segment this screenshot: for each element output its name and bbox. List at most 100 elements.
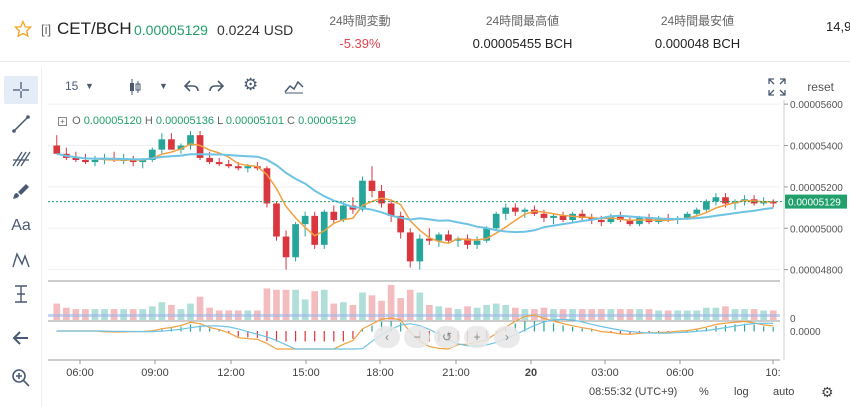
volume-bar (750, 309, 758, 320)
macd-bar (237, 331, 239, 337)
volume-bar (416, 292, 424, 320)
measure-tool[interactable] (4, 280, 38, 308)
volume-bar (110, 309, 118, 320)
trend-line-tool[interactable] (4, 110, 38, 138)
macd-bar (772, 326, 774, 332)
log-toggle[interactable]: log (734, 386, 749, 398)
macd-bar (161, 329, 163, 332)
scroll-right-button[interactable]: › (494, 326, 520, 348)
pattern-tool[interactable] (4, 246, 38, 274)
macd-bar (600, 331, 602, 332)
chevron-down-icon[interactable]: ▼ (159, 81, 168, 91)
stat-24h-low: 24時間最安値 0.000048 BCH (640, 12, 755, 51)
brush-tool[interactable] (4, 178, 38, 206)
price-tick-label: 0.00005200 (790, 183, 843, 194)
zoom-in-button[interactable]: + (464, 326, 490, 348)
time-tick-label: 12:00 (217, 367, 245, 379)
macd-bar (333, 331, 335, 342)
chevron-down-icon[interactable]: ▼ (85, 81, 94, 91)
reset-zoom-button[interactable]: ↺ (434, 326, 460, 348)
candle-body (110, 157, 118, 160)
volume-bar (483, 304, 490, 320)
volume-bar (129, 309, 137, 320)
text-tool[interactable]: Aa (4, 212, 38, 240)
volume-bars (48, 285, 780, 320)
indicators-icon[interactable] (284, 78, 304, 94)
volume-bar (559, 309, 567, 320)
macd-bar (94, 331, 96, 332)
zoom-tool[interactable] (4, 364, 38, 392)
volume-bar (196, 296, 204, 320)
reset-icon: ↺ (441, 330, 453, 344)
zoom-out-button[interactable]: − (404, 326, 430, 348)
time-tick-label: 15:00 (292, 367, 320, 379)
candle-body (101, 157, 108, 160)
scroll-left-button[interactable]: ‹ (374, 326, 400, 348)
volume-bar (91, 309, 99, 320)
trading-pair[interactable]: CET/BCH (57, 19, 132, 38)
candle-body (607, 215, 615, 223)
plus-icon: + (473, 330, 481, 344)
macd-bar (228, 331, 230, 333)
macd-bar (304, 331, 306, 342)
pair-info-tag[interactable]: [i] (41, 22, 52, 37)
stat-label: 24時間最高値 (485, 14, 560, 28)
volume-bar (425, 304, 433, 320)
macd-bar (123, 331, 125, 333)
macd-bar (323, 331, 325, 342)
macd-bar (724, 324, 727, 332)
percent-toggle[interactable]: % (699, 386, 709, 398)
fullscreen-icon[interactable] (768, 78, 786, 96)
crosshair-icon (13, 82, 29, 98)
fib-tool[interactable] (4, 144, 38, 172)
candle-body (645, 217, 653, 223)
volume-bar (540, 307, 548, 320)
volume-bar (215, 310, 223, 320)
auto-toggle[interactable]: auto (773, 386, 795, 398)
macd-tick-label: 0.0000 (790, 327, 821, 338)
candle-body (483, 228, 490, 241)
candle-style-icon[interactable] (128, 78, 142, 96)
collapse-legend-icon[interactable]: + (58, 117, 67, 126)
macd-bar (763, 326, 765, 332)
macd-bar (657, 331, 660, 333)
gear-icon[interactable]: ⚙ (243, 75, 259, 94)
candle-body (569, 213, 576, 220)
interval-select[interactable]: 15 (65, 79, 79, 93)
back-tool[interactable] (4, 324, 38, 352)
candle-body (225, 164, 233, 167)
macd-bar (686, 330, 688, 332)
volume-bar (569, 309, 576, 320)
candle-body (703, 201, 710, 210)
undo-icon[interactable] (184, 79, 200, 93)
macd-bar (591, 329, 593, 332)
volume-tick-label: 0 (790, 314, 796, 325)
time-tick-label: 06:00 (666, 367, 694, 379)
candle-body (177, 145, 185, 150)
redo-icon[interactable] (208, 79, 224, 93)
volume-bar (320, 289, 328, 320)
volume-bar (368, 295, 376, 320)
candle-body (158, 139, 166, 150)
macd-bar (342, 331, 344, 342)
volume-bar (263, 288, 271, 320)
favorite-star-icon[interactable] (14, 20, 32, 38)
volume-bar (225, 310, 233, 320)
volume-bar (53, 303, 61, 320)
macd-bar (151, 330, 153, 332)
candle-body (254, 166, 261, 169)
volume-bar (349, 304, 357, 320)
volume-bar (741, 309, 748, 320)
macd-bar (199, 325, 201, 332)
volume-bar (693, 310, 701, 320)
stat-value: 14,9 (826, 19, 850, 34)
candle-body (731, 201, 739, 204)
time-tick-label: 10: (765, 367, 780, 379)
candle-body (760, 201, 768, 204)
volume-bar (158, 302, 166, 320)
gear-icon[interactable]: ⚙ (821, 384, 834, 400)
macd-bar (247, 331, 249, 338)
crosshair-tool[interactable] (4, 76, 38, 104)
reset-button[interactable]: reset (807, 80, 834, 94)
candle-body (129, 160, 137, 163)
